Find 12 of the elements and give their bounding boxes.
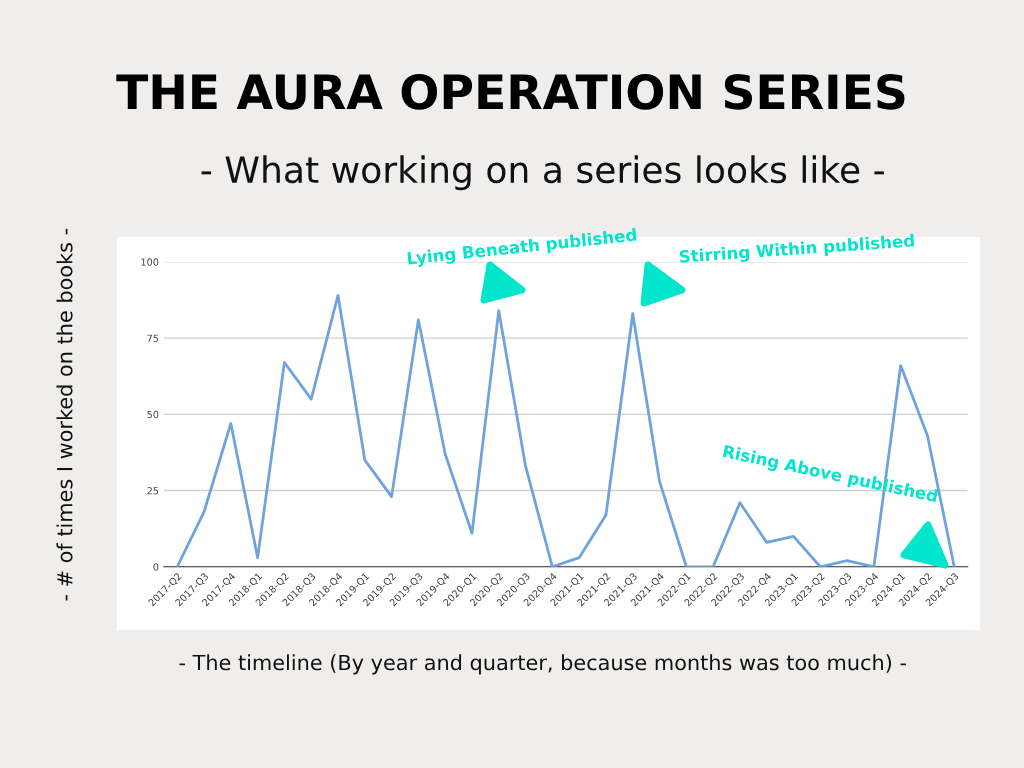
x-axis-title: - The timeline (By year and quarter, because months was too much) -	[179, 654, 906, 675]
chart-title: THE AURA OPERATION SERIES	[116, 73, 905, 110]
annotation: Rising Above published	[722, 444, 939, 506]
y-tick-label: 25	[147, 487, 159, 495]
y-tick-label: 0	[153, 563, 159, 571]
y-tick-label: 75	[147, 334, 159, 342]
annotation: Stirring Within published	[679, 233, 915, 267]
chart-subtitle: - What working on a series looks like -	[201, 155, 884, 191]
y-axis-title: - # of times I worked on the books -	[56, 228, 73, 601]
y-tick-label: 50	[147, 410, 159, 419]
y-tick-label: 100	[141, 258, 159, 266]
annotation: Lying Beneath published	[407, 227, 637, 269]
